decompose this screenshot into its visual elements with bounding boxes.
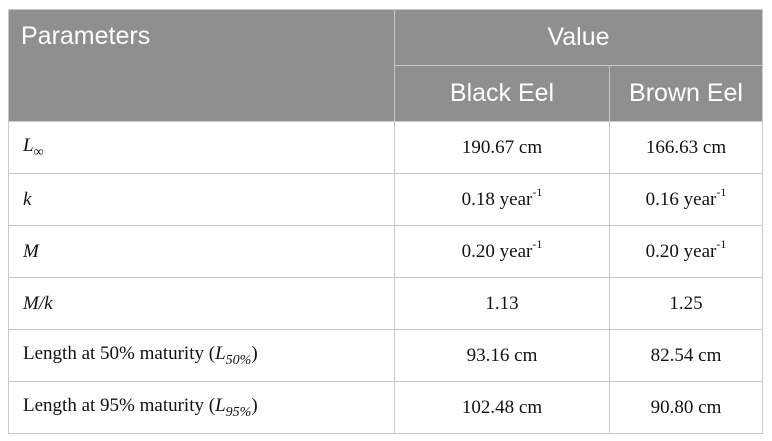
table-row: M 0.20 year-1 0.20 year-1 — [8, 225, 763, 278]
brown-eel-value: 166.63 cm — [609, 121, 763, 174]
param-cell: M/k — [8, 277, 395, 330]
table-row: L∞ 190.67 cm 166.63 cm — [8, 121, 763, 174]
table-body: L∞ 190.67 cm 166.63 cm k 0.18 year-1 0.1… — [8, 121, 763, 434]
value-exponent: -1 — [532, 236, 543, 251]
value-text: 0.16 year — [645, 188, 717, 210]
table-row: k 0.18 year-1 0.16 year-1 — [8, 173, 763, 226]
value-text: 0.20 year — [645, 240, 717, 262]
param-symbol: L — [23, 134, 34, 156]
header-black-eel: Black Eel — [394, 65, 610, 122]
header-row-2: Black Eel Brown Eel — [9, 65, 763, 122]
table-row: Length at 95% maturity (L95%) 102.48 cm … — [8, 381, 763, 434]
header-row-1: Parameters Value — [8, 9, 763, 122]
param-cell: k — [8, 173, 395, 226]
brown-eel-value: 82.54 cm — [609, 329, 763, 382]
black-eel-value: 190.67 cm — [394, 121, 610, 174]
value-text: 0.18 year — [461, 188, 533, 210]
brown-eel-value: 90.80 cm — [609, 381, 763, 434]
param-symbol: L — [215, 394, 226, 416]
brown-eel-value: 1.25 — [609, 277, 763, 330]
black-eel-value: 93.16 cm — [394, 329, 610, 382]
param-cell: L∞ — [8, 121, 395, 174]
value-exponent: -1 — [532, 184, 543, 199]
black-eel-value: 102.48 cm — [394, 381, 610, 434]
param-suffix: ) — [251, 342, 258, 364]
header-value: Value — [394, 9, 763, 66]
param-cell: Length at 50% maturity (L50%) — [8, 329, 395, 382]
header-parameters: Parameters — [8, 9, 395, 122]
table-row: M/k 1.13 1.25 — [8, 277, 763, 330]
header-brown-eel: Brown Eel — [609, 65, 763, 122]
black-eel-value: 0.20 year-1 — [394, 225, 610, 278]
parameters-table: Parameters Value Black Eel Brown Eel L∞ … — [8, 9, 763, 434]
param-subscript: ∞ — [33, 144, 44, 160]
value-exponent: -1 — [716, 184, 727, 199]
param-symbol: L — [215, 342, 226, 364]
table-row: Length at 50% maturity (L50%) 93.16 cm 8… — [8, 329, 763, 382]
brown-eel-value: 0.16 year-1 — [609, 173, 763, 226]
param-symbol: M — [23, 240, 39, 262]
table-header: Parameters Value Black Eel Brown Eel — [8, 9, 763, 122]
param-prefix: Length at 95% maturity ( — [23, 394, 216, 416]
value-exponent: -1 — [716, 236, 727, 251]
param-subscript: 95% — [225, 404, 252, 420]
value-text: 0.20 year — [461, 240, 533, 262]
param-prefix: Length at 50% maturity ( — [23, 342, 216, 364]
param-suffix: ) — [251, 394, 258, 416]
param-symbol: M/k — [23, 292, 53, 314]
param-symbol: k — [23, 188, 32, 210]
param-cell: Length at 95% maturity (L95%) — [8, 381, 395, 434]
param-subscript: 50% — [225, 352, 252, 368]
black-eel-value: 0.18 year-1 — [394, 173, 610, 226]
brown-eel-value: 0.20 year-1 — [609, 225, 763, 278]
black-eel-value: 1.13 — [394, 277, 610, 330]
param-cell: M — [8, 225, 395, 278]
